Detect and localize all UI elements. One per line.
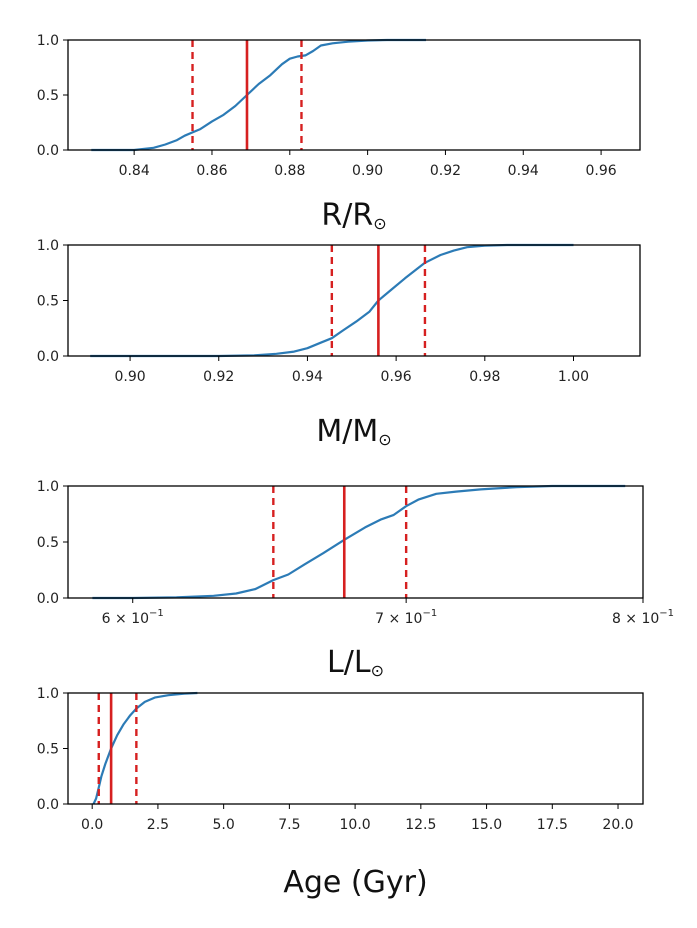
y-tick-label: 0.0: [37, 591, 59, 607]
y-tick-label: 1.0: [37, 238, 59, 254]
cdf-curve: [92, 691, 198, 805]
x-tick-label: 0.92: [203, 369, 234, 385]
cdf-curve: [91, 38, 426, 152]
x-tick-label: 0.88: [274, 163, 305, 179]
x-axis-label: Age (Gyr): [283, 865, 427, 900]
x-tick-label: 10.0: [340, 817, 371, 833]
x-tick-label: 0.90: [352, 163, 383, 179]
x-tick-label: 17.5: [537, 817, 568, 833]
x-tick-label: 7 × 10−1: [375, 608, 437, 627]
x-tick-label: 5.0: [213, 817, 235, 833]
sun-symbol-icon: ⊙: [373, 214, 386, 233]
axes-frame: [67, 692, 644, 805]
x-tick-label: 12.5: [405, 817, 436, 833]
cdf-curve: [92, 484, 626, 600]
x-tick-label: 20.0: [602, 817, 633, 833]
x-tick-label: 0.0: [81, 817, 103, 833]
age-panel: 0.0 0.5 1.0 0.0 2.5 5.0 7.5 10.0 12.5 15.0 17.5 20.…: [37, 686, 644, 900]
y-tick-label: 1.0: [37, 479, 59, 495]
x-tick-label: 0.96: [586, 163, 617, 179]
y-tick-label: 0.5: [37, 742, 59, 758]
x-tick-label: 0.84: [119, 163, 150, 179]
y-tick-label: 0.0: [37, 349, 59, 365]
x-tick-label: 1.00: [558, 369, 589, 385]
axes-frame: [67, 485, 644, 599]
x-tick-label: 7.5: [278, 817, 300, 833]
x-axis-label: M/M⊙: [316, 414, 391, 449]
y-tick-label: 0.5: [37, 88, 59, 104]
luminosity-panel: 0.0 0.5 1.0 6 × 10−1 7 × 10−1 8 × 10−1 L/L⊙: [37, 479, 674, 680]
y-tick-label: 1.0: [37, 33, 59, 49]
x-tick-label: 2.5: [147, 817, 169, 833]
x-tick-label: 0.90: [114, 369, 145, 385]
x-tick-label: 15.0: [471, 817, 502, 833]
sun-symbol-icon: ⊙: [378, 430, 391, 449]
y-tick-label: 0.5: [37, 294, 59, 310]
x-tick-label: 0.94: [292, 369, 323, 385]
x-tick-label: 0.86: [196, 163, 227, 179]
mass-panel: 0.0 0.5 1.0 0.90 0.92 0.94 0.96 0.98 1.00 M/M⊙: [37, 238, 641, 449]
axes-frame: [67, 244, 641, 357]
axes-frame: [67, 39, 641, 151]
x-tick-label: 0.96: [381, 369, 412, 385]
x-tick-label: 6 × 10−1: [102, 608, 164, 627]
x-tick-label: 8 × 10−1: [612, 608, 674, 627]
y-tick-label: 0.0: [37, 143, 59, 159]
x-tick-label: 0.94: [508, 163, 539, 179]
y-tick-label: 0.0: [37, 797, 59, 813]
x-tick-label: 0.92: [430, 163, 461, 179]
y-tick-label: 1.0: [37, 686, 59, 702]
x-tick-label: 0.98: [469, 369, 500, 385]
sun-symbol-icon: ⊙: [371, 661, 384, 680]
x-axis-label: R/R⊙: [321, 198, 386, 233]
y-tick-label: 0.5: [37, 535, 59, 551]
x-axis-label: L/L⊙: [327, 645, 384, 680]
radius-panel: 0.0 0.5 1.0 0.84 0.86 0.88 0.90 0.92 0.94 0.96 R/R…: [37, 33, 641, 233]
